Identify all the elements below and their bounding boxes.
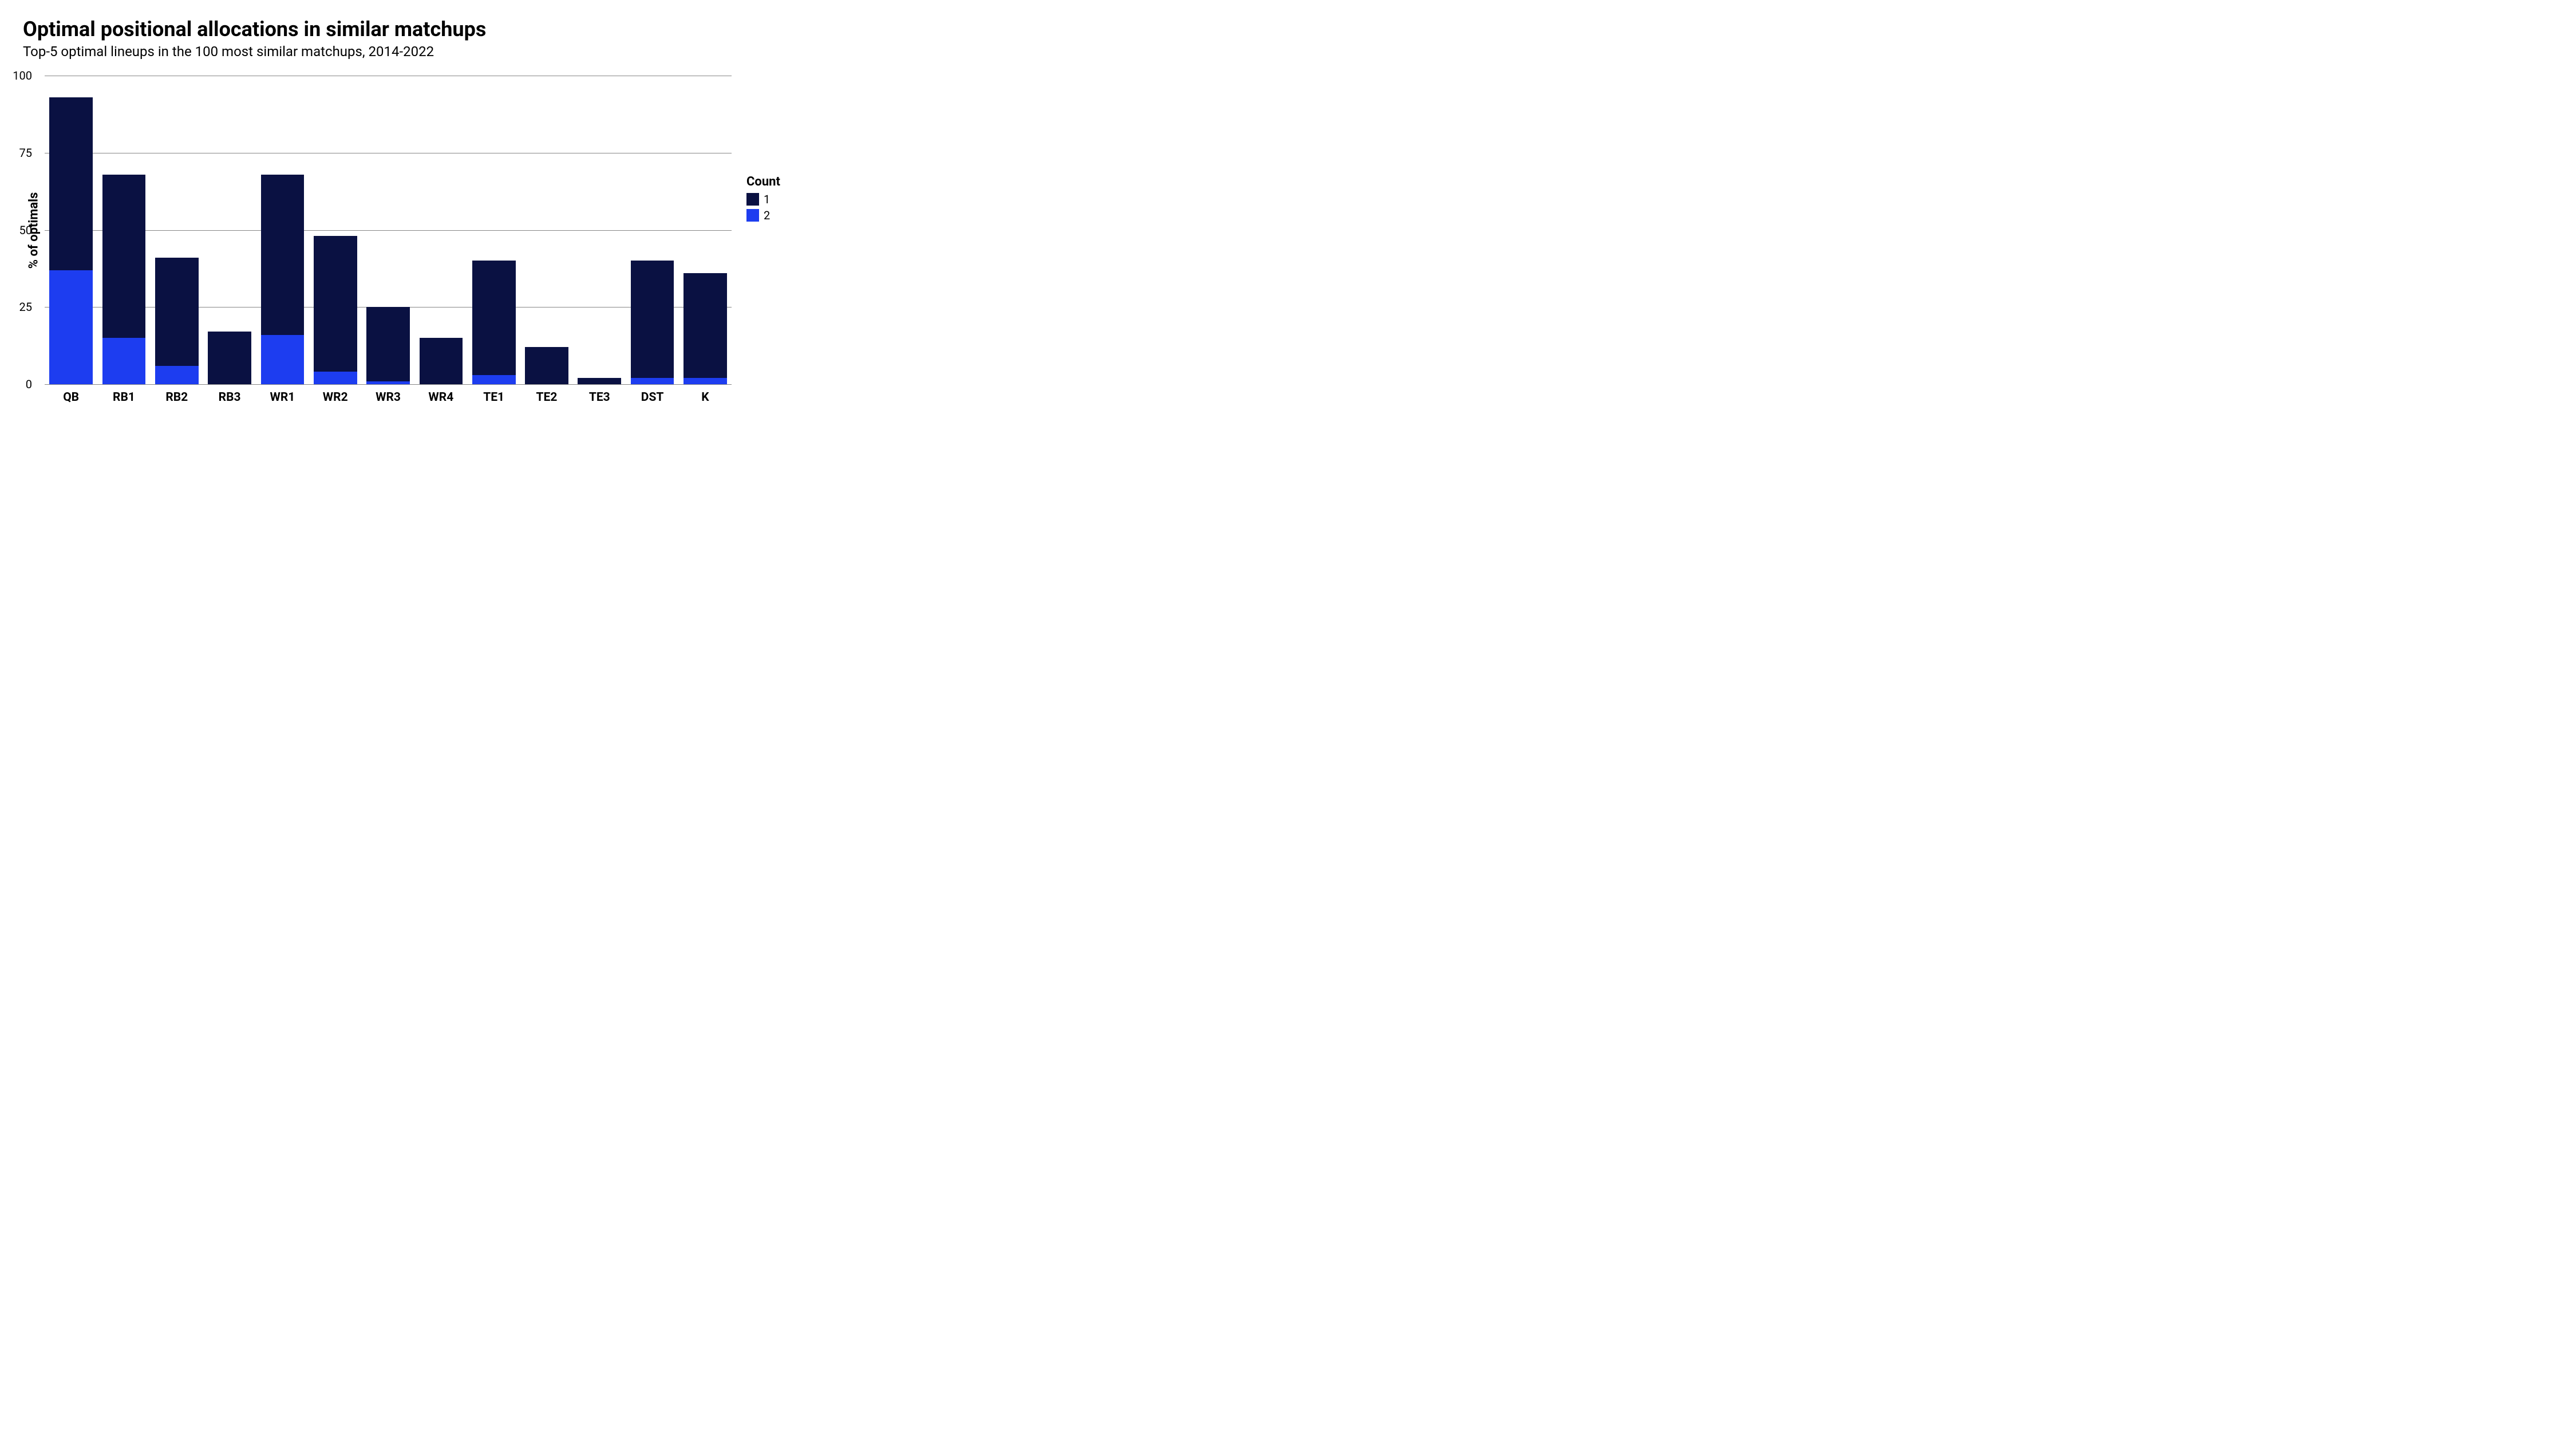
bar-slot [151,76,203,384]
bar [420,338,463,384]
y-tick-label: 75 [19,146,32,160]
legend-swatch [746,193,759,206]
bar [472,261,516,384]
bar-slot [520,76,573,384]
chart-row: % of optimals 0255075100 QBRB1RB2RB3WR1W… [23,76,836,404]
bar [102,174,146,384]
bar-segment-1 [366,307,410,381]
x-tick-label: RB1 [97,391,150,404]
bar-slot [468,76,520,384]
bar [525,347,568,384]
bar-slot [309,76,362,384]
bar-segment-1 [683,273,727,378]
bar-slot [414,76,467,384]
bar-segment-1 [525,347,568,384]
bar-slot [573,76,626,384]
x-tick-label: WR4 [414,391,467,404]
bar [261,174,305,384]
bar-segment-1 [472,261,516,374]
bar-segment-2 [683,378,727,384]
chart-subtitle: Top-5 optimal lineups in the 100 most si… [23,44,836,60]
bars-group [45,76,732,384]
bar-segment-1 [631,261,674,378]
bar-segment-1 [578,378,621,384]
y-tick-label: 25 [19,300,32,314]
bar-segment-2 [472,375,516,384]
x-tick-label: TE1 [468,391,520,404]
bar-segment-2 [102,338,146,384]
bar [49,97,93,384]
bar [578,378,621,384]
x-tick-label: TE2 [520,391,573,404]
legend-item: 2 [746,208,780,222]
bar-segment-1 [314,236,357,372]
legend: Count 1 2 [746,175,780,224]
bar-segment-2 [631,378,674,384]
bar-segment-2 [261,335,305,384]
bar-segment-2 [49,270,93,384]
legend-title: Count [746,175,780,189]
bar [683,273,727,384]
y-tick-label: 100 [13,69,32,82]
bar-slot [256,76,309,384]
bar [155,258,199,384]
x-tick-label: RB3 [203,391,256,404]
x-tick-labels: QBRB1RB2RB3WR1WR2WR3WR4TE1TE2TE3DSTK [45,391,732,404]
x-tick-label: RB2 [151,391,203,404]
bar-segment-2 [155,366,199,384]
chart-title: Optimal positional allocations in simila… [23,17,836,41]
legend-swatch [746,209,759,222]
bar-slot [626,76,678,384]
legend-label: 1 [764,192,770,206]
chart-area: 0255075100 QBRB1RB2RB3WR1WR2WR3WR4TE1TE2… [45,76,732,404]
legend-item: 1 [746,192,780,206]
bar-slot [45,76,97,384]
bar-segment-1 [420,338,463,384]
bar-slot [203,76,256,384]
bar-segment-2 [366,381,410,384]
bar [314,236,357,384]
x-tick-label: DST [626,391,678,404]
bar-slot [362,76,414,384]
x-tick-label: TE3 [573,391,626,404]
bar [631,261,674,384]
bar [366,307,410,384]
x-tick-label: WR2 [309,391,362,404]
x-tick-label: WR1 [256,391,309,404]
legend-label: 2 [764,208,770,222]
x-tick-label: QB [45,391,97,404]
bar-segment-1 [208,332,251,384]
chart-container: Optimal positional allocations in simila… [0,0,859,481]
bar-segment-1 [49,97,93,270]
plot-area: 0255075100 [45,76,732,385]
bar-segment-1 [102,175,146,338]
bar-slot [679,76,732,384]
bar-segment-2 [314,372,357,384]
bar-slot [97,76,150,384]
y-tick-label: 0 [26,377,32,391]
bar [208,332,251,384]
y-tick-label: 50 [19,223,32,237]
bar-segment-1 [261,175,305,335]
x-tick-label: WR3 [362,391,414,404]
bar-segment-1 [155,258,199,366]
x-tick-label: K [679,391,732,404]
